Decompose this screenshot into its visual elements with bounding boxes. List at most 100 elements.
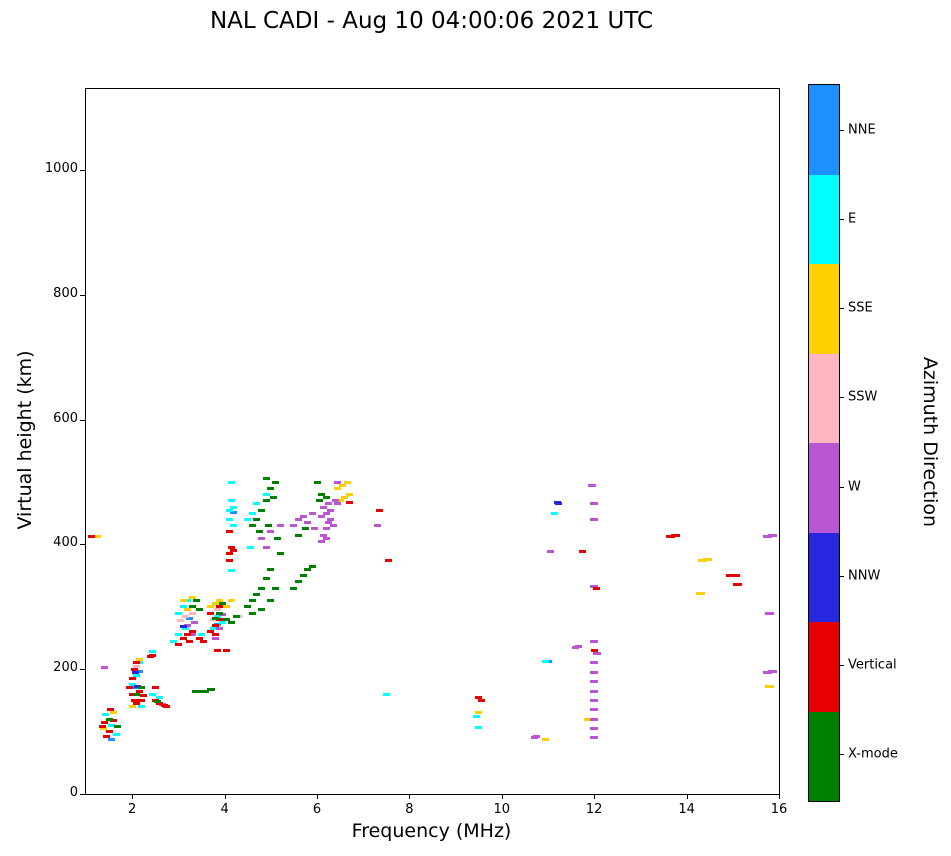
- data-point-e: [228, 480, 236, 484]
- data-point-vertical: [225, 558, 233, 562]
- y-tick-label: 600: [53, 410, 78, 426]
- data-point-vertical: [579, 550, 587, 554]
- data-point-x-mode: [248, 611, 256, 615]
- data-point-x-mode: [218, 602, 226, 606]
- data-point-x-mode: [258, 508, 266, 512]
- data-point-w: [211, 636, 219, 640]
- colorbar-segment-nnw: [809, 532, 839, 622]
- data-point-w: [318, 514, 326, 518]
- data-point-vertical: [214, 649, 222, 652]
- data-point-x-mode: [271, 480, 279, 484]
- data-point-x-mode: [304, 567, 312, 571]
- data-point-vertical: [477, 698, 485, 702]
- data-point-e: [198, 633, 205, 637]
- data-point-w: [327, 517, 335, 521]
- y-tick-label: 200: [53, 660, 78, 676]
- colorbar-segment-ssw: [809, 353, 839, 443]
- data-point-w: [546, 550, 554, 554]
- data-point-e: [214, 614, 222, 618]
- data-point-x-mode: [191, 689, 202, 693]
- data-point-x-mode: [228, 620, 236, 624]
- x-tick-label: 6: [312, 802, 322, 817]
- data-point-x-mode: [301, 527, 309, 531]
- data-point-w: [216, 627, 224, 631]
- data-point-e: [101, 712, 109, 716]
- data-point-x-mode: [308, 564, 316, 568]
- data-point-e: [107, 723, 115, 727]
- colorbar-tick: [840, 486, 844, 488]
- data-point-x-mode: [295, 580, 303, 584]
- data-point-sse: [207, 605, 215, 609]
- colorbar-label-nne: NNE: [848, 122, 876, 138]
- colorbar-label-x-mode: X-mode: [848, 746, 898, 762]
- colorbar-tick: [840, 665, 844, 667]
- data-point-vertical: [375, 508, 383, 512]
- y-tick-label: 1000: [44, 161, 78, 177]
- data-point-vertical: [475, 695, 483, 699]
- data-point-x-mode: [262, 477, 270, 481]
- data-point-sse: [583, 717, 591, 721]
- data-point-vertical: [385, 558, 393, 562]
- y-tick: [80, 294, 85, 296]
- data-point-vertical: [228, 546, 236, 550]
- data-point-w: [299, 514, 307, 518]
- y-tick-label: 0: [69, 785, 78, 800]
- data-point-w: [188, 633, 196, 637]
- data-point-vertical: [179, 636, 187, 640]
- data-point-sse: [216, 599, 224, 603]
- data-point-x-mode: [113, 725, 121, 729]
- data-point-vertical: [128, 677, 136, 681]
- data-point-x-mode: [154, 700, 162, 704]
- y-tick: [80, 419, 85, 421]
- data-point-x-mode: [206, 687, 215, 691]
- data-point-x-mode: [211, 616, 219, 620]
- data-point-sse: [336, 499, 344, 503]
- data-point-e: [253, 502, 261, 506]
- data-point-w: [318, 539, 326, 543]
- data-point-x-mode: [322, 496, 330, 500]
- data-point-x-mode: [264, 524, 272, 528]
- data-point-e: [246, 546, 254, 550]
- data-point-e: [133, 673, 141, 677]
- data-point-x-mode: [267, 567, 275, 571]
- data-point-x-mode: [262, 499, 270, 503]
- x-tick: [224, 794, 226, 799]
- x-tick: [501, 794, 503, 799]
- data-point-x-mode: [188, 605, 196, 609]
- data-point-vertical: [207, 630, 215, 634]
- x-tick-label: 10: [493, 802, 511, 817]
- data-point-x-mode: [253, 517, 261, 521]
- x-tick: [594, 794, 596, 799]
- data-point-w: [276, 524, 284, 528]
- data-point-x-mode: [262, 577, 270, 581]
- data-point-vertical: [225, 530, 233, 534]
- data-point-sse: [228, 599, 236, 603]
- data-point-sse: [765, 685, 775, 689]
- x-tick-label: 8: [405, 802, 414, 817]
- data-point-vertical: [98, 725, 106, 729]
- data-point-sse: [135, 658, 143, 662]
- data-point-vertical: [131, 698, 138, 702]
- data-point-w: [590, 736, 599, 740]
- data-point-w: [329, 524, 337, 528]
- data-point-e: [230, 505, 238, 509]
- data-point-vertical: [149, 653, 157, 657]
- data-point-e: [112, 733, 120, 737]
- data-point-sse: [179, 599, 187, 603]
- data-point-w: [767, 670, 777, 674]
- x-tick: [779, 794, 780, 799]
- data-point-vertical: [225, 552, 233, 556]
- colorbar-label-sse: SSE: [848, 300, 873, 316]
- data-point-sse: [542, 737, 550, 741]
- data-point-vertical: [211, 624, 219, 628]
- data-point-e: [128, 683, 136, 687]
- data-point-sse: [695, 591, 705, 595]
- data-point-vertical: [151, 686, 159, 690]
- colorbar-axis-label: Azimuth Direction: [919, 356, 941, 528]
- data-point-w: [767, 534, 777, 538]
- data-point-x-mode: [258, 586, 266, 590]
- colorbar-ticks: [840, 85, 844, 799]
- data-point-w: [100, 665, 108, 669]
- data-point-w: [590, 670, 599, 674]
- data-point-x-mode: [248, 599, 256, 603]
